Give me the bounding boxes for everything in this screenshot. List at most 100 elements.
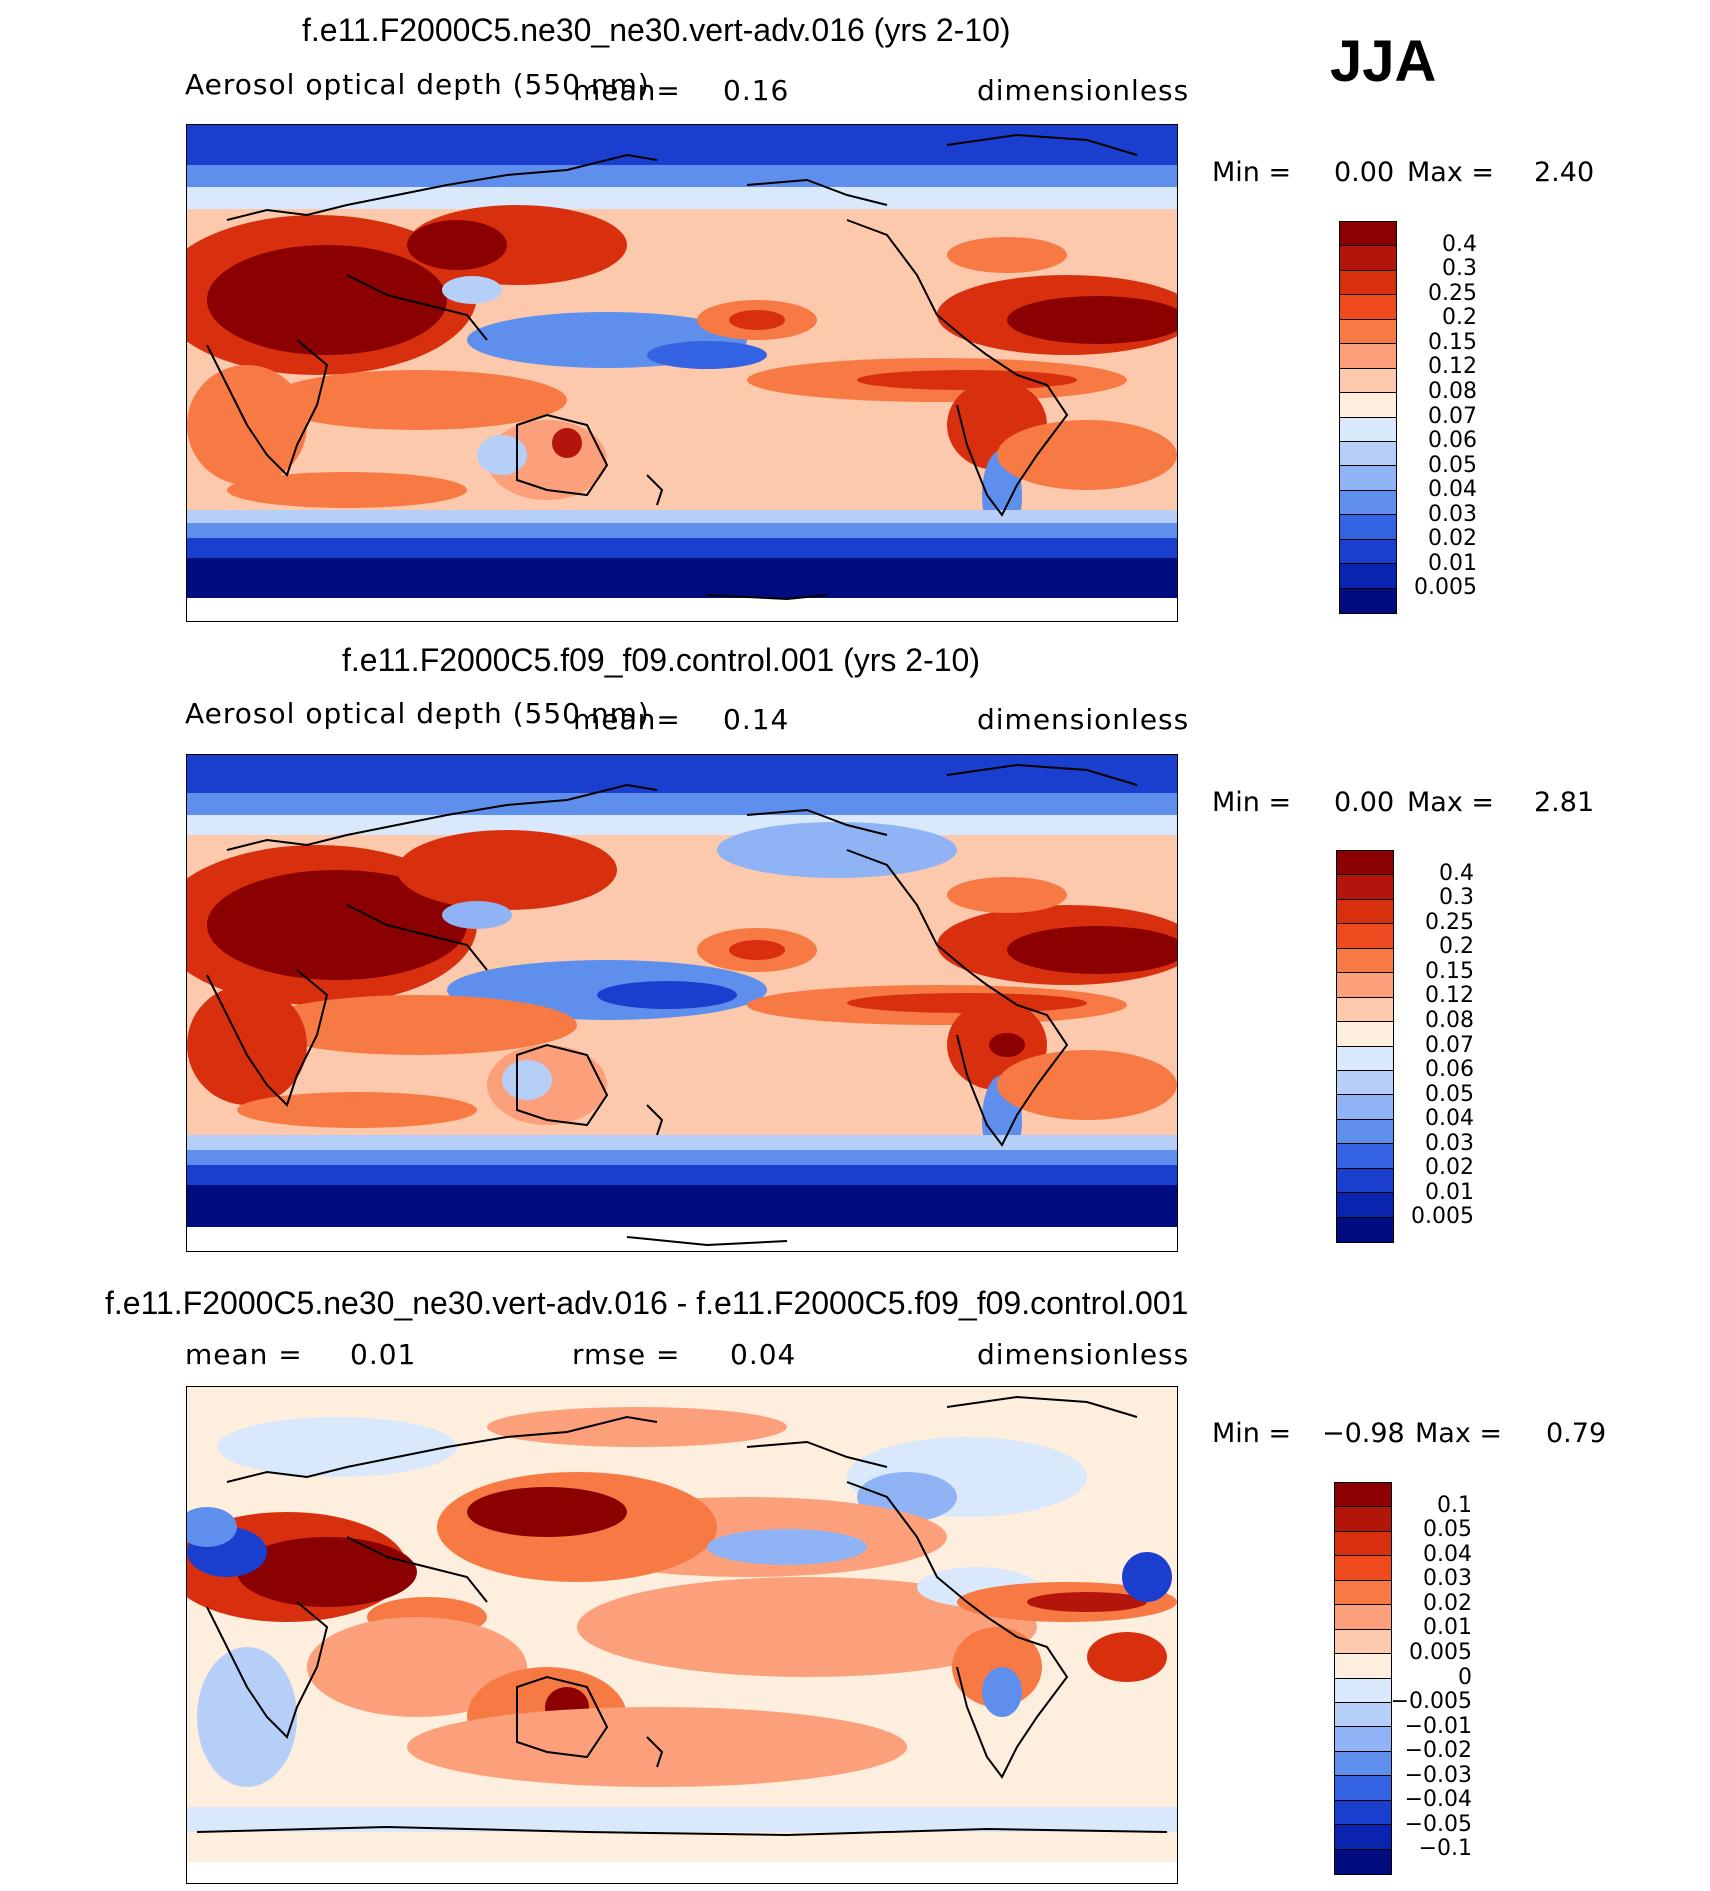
colorbar-swatch [1335,1654,1391,1679]
colorbar-swatch [1340,417,1396,442]
colorbar-swatch [1340,539,1396,565]
colorbar-tick-label: −0.005 [1390,1689,1472,1715]
colorbar-swatch [1340,295,1396,320]
colorbar-tick-label: 0 [1458,1664,1472,1690]
colorbar-tick-label: 0.15 [1425,958,1474,984]
colorbar-tick-label: 0.06 [1428,428,1477,454]
colorbar-tick-label: 0.12 [1428,354,1477,380]
panel-3-title: f.e11.F2000C5.ne30_ne30.vert-adv.016 - f… [105,1285,1189,1321]
colorbar-swatch [1335,1605,1391,1630]
colorbar-swatch [1337,973,1393,998]
colorbar-swatch [1335,1849,1391,1874]
colorbar-swatch [1337,1168,1393,1194]
colorbar-tick-label: 0.08 [1428,378,1477,404]
panel-3-map [186,1386,1178,1884]
colorbar-swatch [1335,1800,1391,1826]
panel-2-title: f.e11.F2000C5.f09_f09.control.001 (yrs 2… [342,642,980,678]
colorbar-swatch [1337,1095,1393,1120]
colorbar-tick-label: −0.04 [1404,1787,1472,1813]
colorbar-swatch [1340,588,1396,613]
panel-1-map [186,124,1178,622]
colorbar-tick-label: 0.005 [1411,1204,1474,1230]
colorbar-tick-label: 0.03 [1423,1566,1472,1592]
colorbar-tick-label: 0.01 [1425,1179,1474,1205]
panel-2-map [186,754,1178,1252]
colorbar-swatch [1335,1776,1391,1801]
colorbar-swatch [1337,899,1393,925]
colorbar-tick-label: −0.05 [1404,1811,1472,1837]
panel-1-max-label: Max = [1407,157,1495,188]
panel-2-min-label: Min = [1212,787,1292,818]
colorbar-swatch [1337,924,1393,949]
colorbar-tick-label: 0.03 [1425,1130,1474,1156]
panel-3-max-label: Max = [1415,1418,1503,1449]
colorbar-tick-label: 0.15 [1428,329,1477,355]
colorbar-tick-label: 0.02 [1428,526,1477,552]
colorbar-tick-label: 0.2 [1442,305,1477,331]
colorbar-tick-label: 0.01 [1423,1615,1472,1641]
colorbar-tick-label: 0.02 [1423,1590,1472,1616]
colorbar-swatch [1335,1507,1391,1532]
colorbar-swatch [1337,1144,1393,1169]
panel-2-contour-field [187,755,1177,1251]
colorbar-swatch [1335,1556,1391,1581]
colorbar-swatch [1335,1825,1391,1850]
colorbar-swatch [1340,319,1396,345]
colorbar-tick-label: 0.04 [1425,1106,1474,1132]
colorbar-swatch [1335,1678,1391,1703]
panel-2-max-label: Max = [1407,787,1495,818]
panel-1-mean-value: 0.16 [723,74,790,107]
panel-3-colorbar [1334,1482,1392,1875]
colorbar-swatch [1340,466,1396,491]
colorbar-swatch [1340,246,1396,271]
colorbar-swatch [1335,1702,1391,1728]
colorbar-swatch [1340,441,1396,467]
colorbar-swatch [1335,1483,1391,1508]
colorbar-swatch [1335,1580,1391,1606]
colorbar-tick-label: 0.06 [1425,1057,1474,1083]
panel-3-min-value: −0.98 [1322,1418,1405,1449]
panel-3-min-label: Min = [1212,1418,1292,1449]
colorbar-swatch [1337,1217,1393,1242]
colorbar-tick-label: 0.2 [1439,934,1474,960]
colorbar-tick-label: 0.005 [1409,1639,1472,1665]
colorbar-swatch [1340,490,1396,516]
colorbar-swatch [1337,997,1393,1023]
colorbar-tick-label: 0.05 [1425,1081,1474,1107]
colorbar-tick-label: 0.04 [1423,1541,1472,1567]
colorbar-swatch [1337,851,1393,876]
panel-1-title: f.e11.F2000C5.ne30_ne30.vert-adv.016 (yr… [302,12,1011,48]
colorbar-swatch [1337,1119,1393,1145]
colorbar-tick-label: 0.005 [1414,575,1477,601]
colorbar-swatch [1340,368,1396,394]
panel-1-max-value: 2.40 [1534,157,1595,188]
colorbar-swatch [1337,1193,1393,1218]
colorbar-tick-label: 0.4 [1442,231,1477,257]
colorbar-tick-label: 0.12 [1425,983,1474,1009]
panel-3-mean-label: mean = [185,1338,303,1371]
panel-3-rmse-label: rmse = [572,1338,681,1371]
colorbar-tick-label: 0.25 [1428,280,1477,306]
colorbar-tick-label: −0.02 [1404,1738,1472,1764]
colorbar-tick-label: 0.07 [1428,403,1477,429]
colorbar-swatch [1335,1751,1391,1777]
colorbar-tick-label: −0.1 [1418,1836,1472,1862]
colorbar-swatch [1335,1531,1391,1557]
colorbar-swatch [1337,1022,1393,1047]
panel-1-variable: Aerosol optical depth (550 nm) [185,68,650,101]
panel-3-max-value: 0.79 [1546,1418,1607,1449]
colorbar-tick-label: 0.07 [1425,1032,1474,1058]
panel-1-mean-label: mean= [573,74,681,107]
panel-3-contour-field [187,1387,1177,1883]
colorbar-tick-label: 0.1 [1437,1492,1472,1518]
colorbar-tick-label: 0.25 [1425,909,1474,935]
colorbar-swatch [1335,1629,1391,1655]
panel-3-units: dimensionless [977,1338,1190,1371]
panel-1-colorbar [1339,221,1397,614]
colorbar-tick-label: 0.04 [1428,477,1477,503]
colorbar-tick-label: 0.02 [1425,1155,1474,1181]
panel-1-units: dimensionless [977,74,1190,107]
panel-2-units: dimensionless [977,703,1190,736]
colorbar-tick-label: 0.05 [1423,1517,1472,1543]
colorbar-swatch [1335,1727,1391,1752]
